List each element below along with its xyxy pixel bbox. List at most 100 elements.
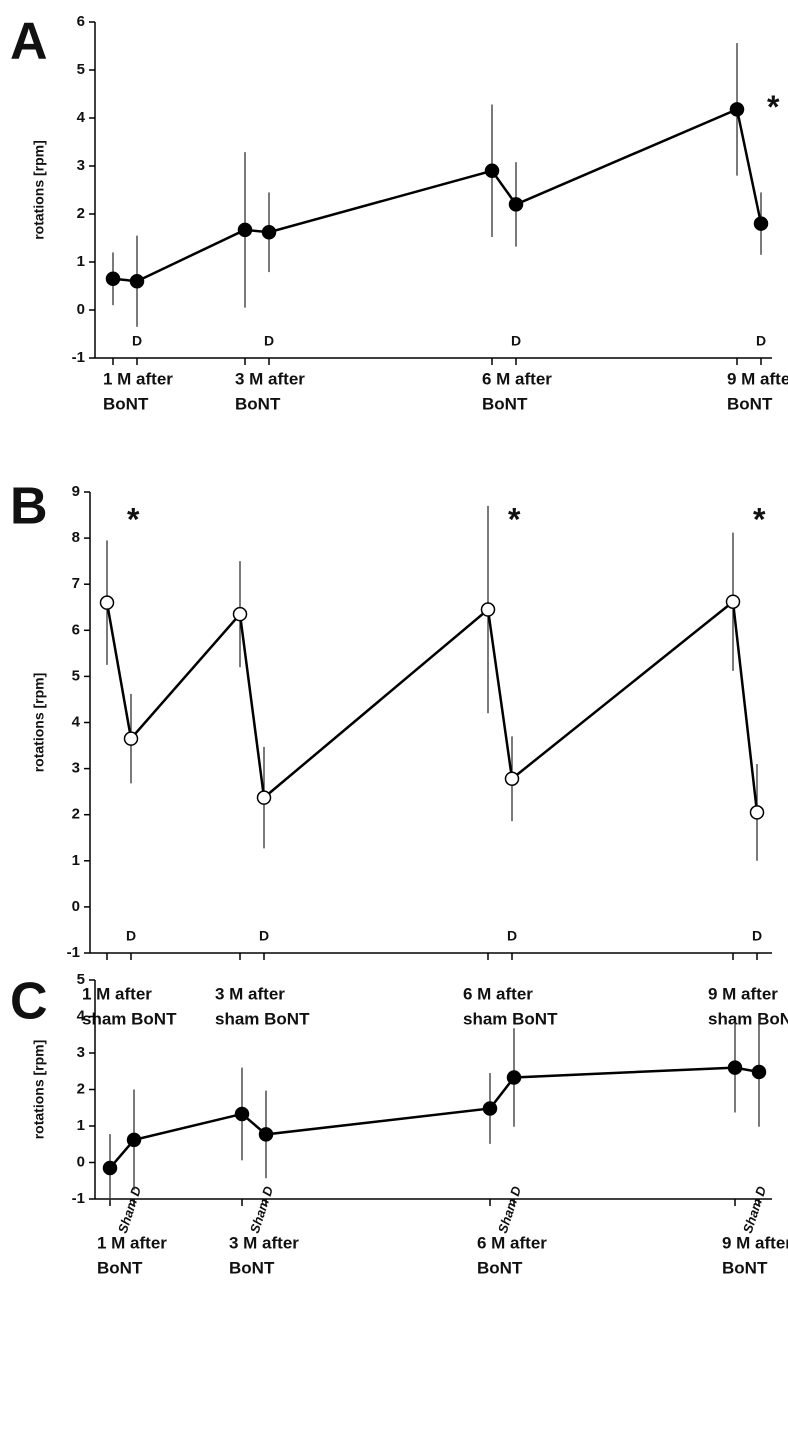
panel-letter: B (10, 478, 48, 536)
x-sub-label: D (259, 928, 269, 944)
data-point (102, 1160, 118, 1176)
data-point (99, 595, 115, 610)
x-sub-label: D (756, 333, 766, 349)
significance-mark: * (753, 501, 766, 537)
y-tick-label: 8 (72, 529, 80, 546)
y-tick-label: 3 (77, 157, 85, 174)
x-sub-label: Sham D (495, 1184, 524, 1235)
y-tick-label: 3 (77, 1044, 85, 1061)
data-point (256, 790, 272, 805)
x-group-label: 6 M after (477, 1233, 547, 1252)
y-tick-label: 3 (72, 760, 80, 777)
series-line (112, 107, 763, 283)
significance-mark: * (127, 501, 140, 537)
y-tick-label: 0 (77, 301, 85, 318)
x-group-label: 1 M after (82, 984, 152, 1003)
y-tick-label: 5 (77, 971, 85, 988)
x-sub-label: Sham D (247, 1184, 276, 1235)
y-tick-label: 1 (77, 1117, 85, 1134)
x-group-label: 9 M after (708, 984, 778, 1003)
data-point (751, 1064, 767, 1080)
y-tick-label: 9 (72, 483, 80, 500)
y-tick-label: 6 (77, 13, 85, 30)
data-point (261, 224, 277, 240)
x-group-label: BoNT (229, 1258, 275, 1277)
x-group-label: 1 M after (97, 1233, 167, 1252)
y-tick-label: 0 (72, 898, 80, 915)
significance-mark: * (508, 501, 521, 537)
data-point (258, 1127, 274, 1142)
data-point (729, 102, 745, 117)
data-point (504, 771, 520, 786)
y-tick-label: 4 (77, 109, 86, 126)
data-point (484, 163, 500, 179)
y-tick-label: 2 (72, 806, 80, 823)
x-group-label: 6 M after (482, 369, 552, 388)
x-group-label: sham BoNT (215, 1009, 310, 1028)
x-sub-label: D (132, 333, 142, 349)
data-point (480, 602, 496, 617)
x-sub-label: D (511, 333, 521, 349)
panel-letter: A (10, 13, 48, 71)
data-point (753, 216, 769, 231)
x-group-label: BoNT (103, 394, 149, 413)
y-tick-label: 2 (77, 205, 85, 222)
y-tick-label: 2 (77, 1080, 85, 1097)
data-point (727, 1060, 743, 1075)
series-line (109, 1066, 760, 1169)
x-group-label: BoNT (235, 394, 281, 413)
x-group-label: 1 M after (103, 369, 173, 388)
x-sub-label: D (126, 928, 136, 944)
x-group-label: 9 M after (727, 369, 788, 388)
data-point (232, 606, 248, 622)
data-point (482, 1101, 498, 1116)
x-sub-label: Sham D (740, 1184, 769, 1235)
y-tick-label: -1 (72, 1190, 85, 1207)
data-point (725, 594, 741, 609)
x-group-label: BoNT (477, 1258, 523, 1277)
x-group-label: 3 M after (235, 369, 305, 388)
x-group-label: 6 M after (463, 984, 533, 1003)
data-point (123, 731, 139, 746)
x-group-label: 3 M after (215, 984, 285, 1003)
x-group-label: BoNT (727, 394, 773, 413)
y-tick-label: -1 (72, 349, 85, 366)
x-group-label: sham BoNT (463, 1009, 558, 1028)
data-point (237, 222, 253, 238)
data-point (129, 273, 145, 289)
y-tick-label: 0 (77, 1153, 85, 1170)
y-tick-label: 1 (72, 852, 80, 869)
x-sub-label: Sham D (115, 1184, 144, 1235)
x-sub-label: D (752, 928, 762, 944)
y-tick-label: 7 (72, 575, 80, 592)
x-group-label: 3 M after (229, 1233, 299, 1252)
data-point (105, 271, 121, 287)
x-group-label: sham BoNT (708, 1009, 788, 1028)
y-tick-label: 6 (72, 621, 80, 638)
data-point (508, 197, 524, 212)
panel-letter: C (10, 973, 48, 1031)
data-point (506, 1070, 522, 1085)
significance-mark: * (767, 89, 780, 125)
x-sub-label: D (507, 928, 517, 944)
series-line (105, 599, 759, 813)
x-group-label: BoNT (722, 1258, 768, 1277)
y-tick-label: 4 (77, 1007, 86, 1024)
x-sub-label: D (264, 333, 274, 349)
y-tick-label: 1 (77, 253, 85, 270)
x-group-label: 9 M after (722, 1233, 788, 1252)
y-axis-label: rotations [rpm] (31, 673, 47, 773)
y-tick-label: 4 (72, 713, 81, 730)
data-point (126, 1132, 142, 1148)
y-tick-label: 5 (77, 61, 85, 78)
data-point (749, 805, 765, 820)
data-point (234, 1106, 250, 1122)
y-tick-label: -1 (67, 944, 80, 961)
x-group-label: BoNT (97, 1258, 143, 1277)
y-tick-label: 5 (72, 667, 80, 684)
x-group-label: BoNT (482, 394, 528, 413)
y-axis-label: rotations [rpm] (31, 1040, 47, 1140)
x-group-label: sham BoNT (82, 1009, 177, 1028)
y-axis-label: rotations [rpm] (31, 140, 47, 240)
